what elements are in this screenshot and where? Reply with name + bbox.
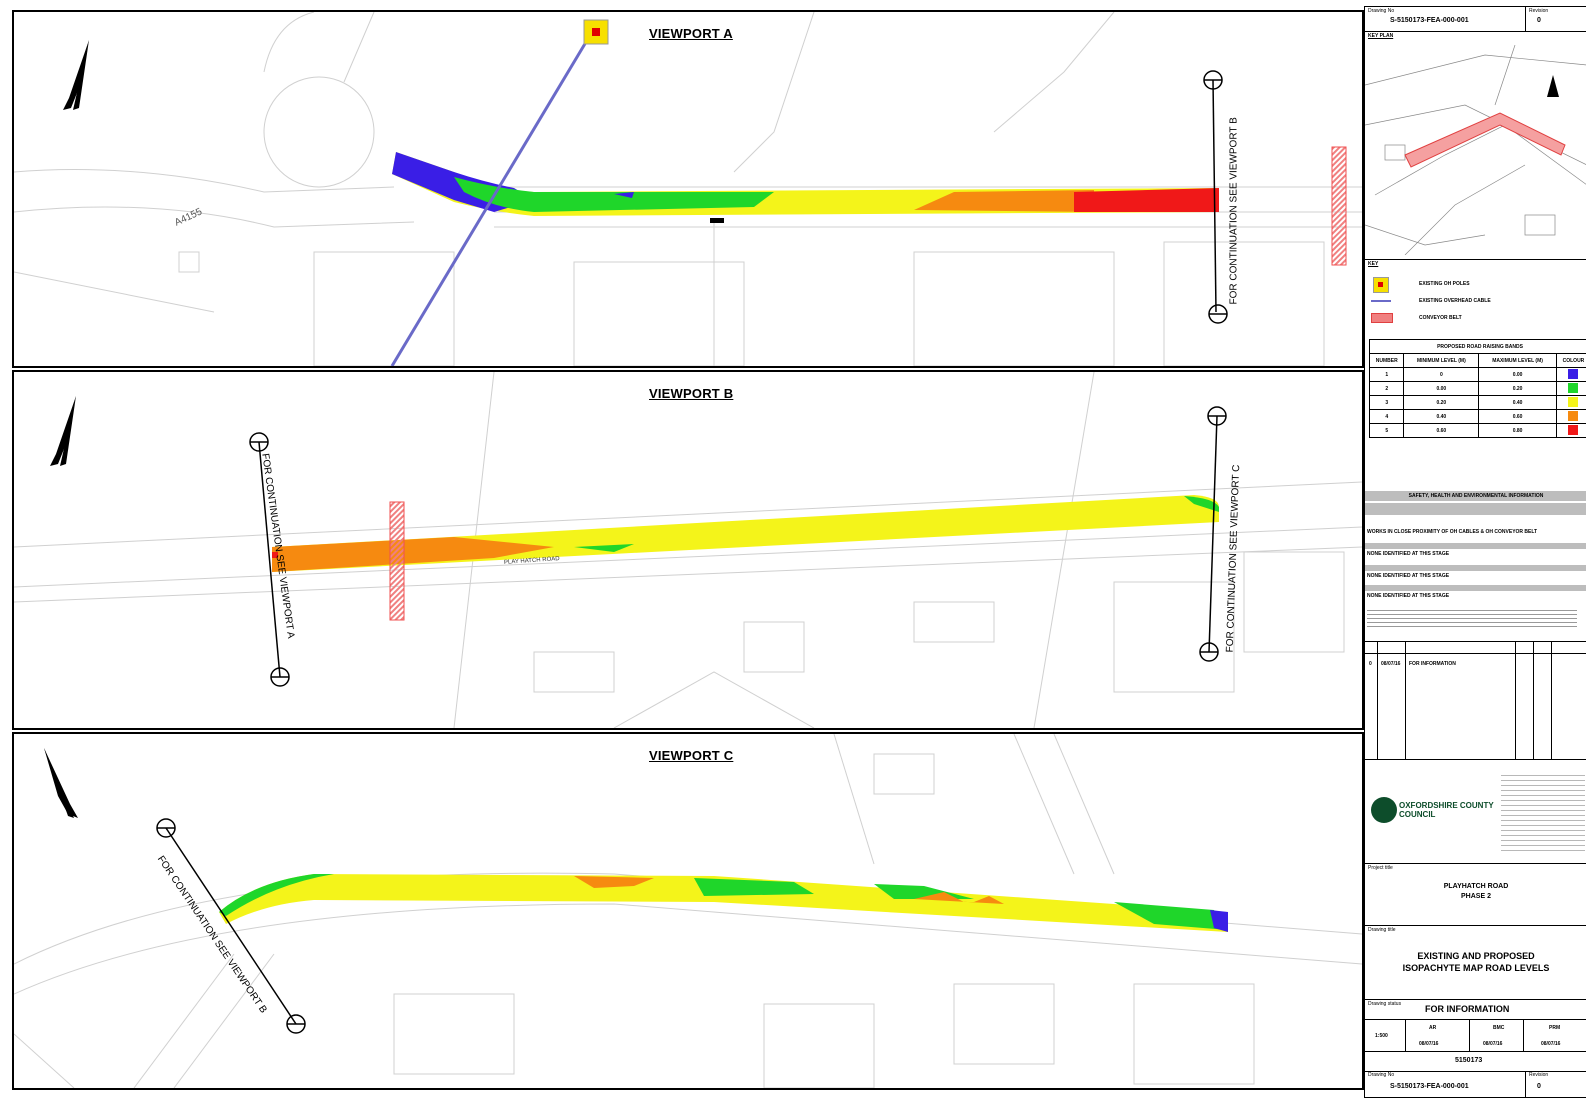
sign-off: 1:500 AR 08/07/16 BMC 08/07/16 PRM 08/07… bbox=[1365, 1019, 1586, 1052]
viewport-a: VIEWPORT A FOR CONTINUATION SEE VIEWPORT… bbox=[12, 10, 1364, 368]
viewport-b-title: VIEWPORT B bbox=[649, 386, 734, 401]
continuation-label: FOR CONTINUATION SEE VIEWPORT B bbox=[1228, 117, 1240, 305]
viewport-b-map bbox=[14, 372, 1362, 728]
overhead-cable bbox=[390, 31, 594, 366]
road-raising-bands-table: PROPOSED ROAD RAISING BANDS NUMBER MINIMU… bbox=[1368, 339, 1586, 438]
oh-pole bbox=[583, 19, 609, 45]
drawing-number-footer: Drawing No S-5150173-FEA-000-001 Revisio… bbox=[1365, 1071, 1586, 1097]
band-row: 1 0 0.00 bbox=[1368, 367, 1586, 382]
conveyor-belt bbox=[1331, 146, 1347, 266]
council-logo-block: OXFORDSHIRE COUNTY COUNCIL bbox=[1365, 759, 1586, 864]
viewport-c-map bbox=[14, 734, 1362, 1088]
council-logo-icon bbox=[1371, 797, 1397, 823]
project-number: 5150173 bbox=[1365, 1051, 1586, 1072]
band-row: 4 0.40 0.60 bbox=[1368, 409, 1586, 424]
key-plan: KEY PLAN bbox=[1365, 31, 1586, 260]
drawing-number-header: Drawing No S-5150173-FEA-000-001 Revisio… bbox=[1365, 7, 1586, 32]
section-marker bbox=[1203, 70, 1228, 324]
project-title: Project title PLAYHATCH ROAD PHASE 2 bbox=[1365, 863, 1586, 926]
viewport-a-title: VIEWPORT A bbox=[649, 26, 733, 41]
revision-table: 0 08/07/16 FOR INFORMATION bbox=[1365, 641, 1586, 760]
safety-info: SAFETY, HEALTH AND ENVIRONMENTAL INFORMA… bbox=[1365, 491, 1586, 642]
road-isopach-b bbox=[272, 495, 1219, 572]
band-row: 2 0.00 0.20 bbox=[1368, 381, 1586, 396]
conveyor-belt bbox=[389, 501, 405, 621]
viewport-c: VIEWPORT C FOR CONTINUATION SEE VIEWPORT… bbox=[12, 732, 1364, 1090]
viewport-b: VIEWPORT B FOR CONTINUATION SEE VIEWPORT… bbox=[12, 370, 1364, 730]
drawing-status: Drawing status FOR INFORMATION bbox=[1365, 999, 1586, 1020]
viewport-a-map bbox=[14, 12, 1362, 366]
title-block: Drawing No S-5150173-FEA-000-001 Revisio… bbox=[1364, 6, 1586, 1098]
drawing-title: Drawing title EXISTING AND PROPOSED ISOP… bbox=[1365, 925, 1586, 1000]
continuation-label: FOR CONTINUATION SEE VIEWPORT C bbox=[1224, 464, 1243, 653]
road-isopach-a bbox=[392, 152, 1219, 216]
key-plan-map bbox=[1365, 45, 1586, 255]
section-marker bbox=[156, 818, 306, 1034]
road-isopach-c bbox=[219, 874, 1228, 932]
section-marker bbox=[249, 406, 1227, 687]
band-row: 3 0.20 0.40 bbox=[1368, 395, 1586, 410]
viewport-c-title: VIEWPORT C bbox=[649, 748, 734, 763]
north-arrow-c bbox=[44, 748, 78, 818]
north-arrow-a bbox=[63, 40, 89, 110]
continuation-label: FOR CONTINUATION SEE VIEWPORT A bbox=[259, 452, 297, 640]
conveyor-symbol bbox=[1371, 313, 1393, 323]
north-arrow-b bbox=[50, 396, 76, 466]
key-legend: KEY EXISTING OH POLES EXISTING OVERHEAD … bbox=[1365, 259, 1586, 492]
band-row: 5 0.60 0.80 bbox=[1368, 423, 1586, 438]
north-arrow-icon bbox=[1547, 75, 1559, 97]
pole-symbol bbox=[1373, 277, 1389, 293]
cable-symbol bbox=[1371, 300, 1391, 302]
